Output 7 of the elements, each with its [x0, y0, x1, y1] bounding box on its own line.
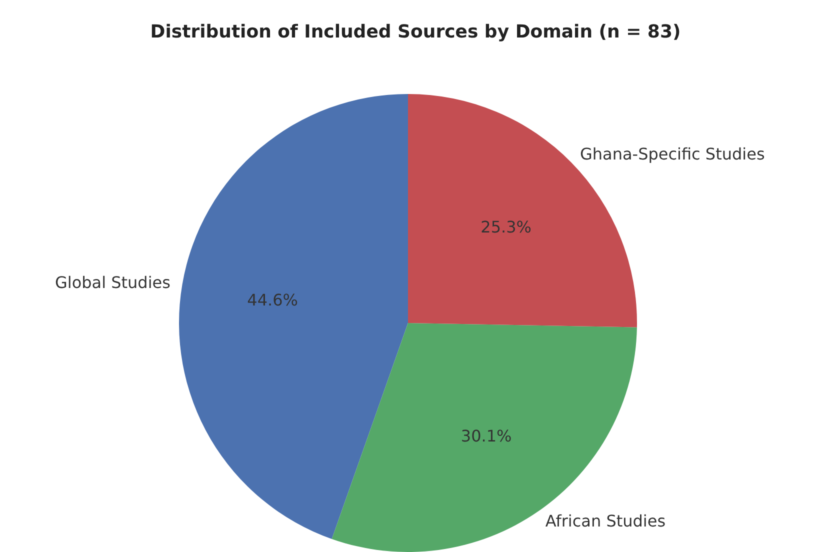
- data-label: 30.1%: [460, 426, 512, 446]
- slice-label: Ghana-Specific Studies: [580, 144, 765, 164]
- data-label: 25.3%: [480, 217, 532, 236]
- data-label: 44.6%: [247, 290, 298, 310]
- slice-label: African Studies: [545, 512, 666, 531]
- slice-label: Global Studies: [54, 272, 170, 292]
- chart-title: Distribution of Included Sources by Domain (n = 83): [150, 22, 681, 42]
